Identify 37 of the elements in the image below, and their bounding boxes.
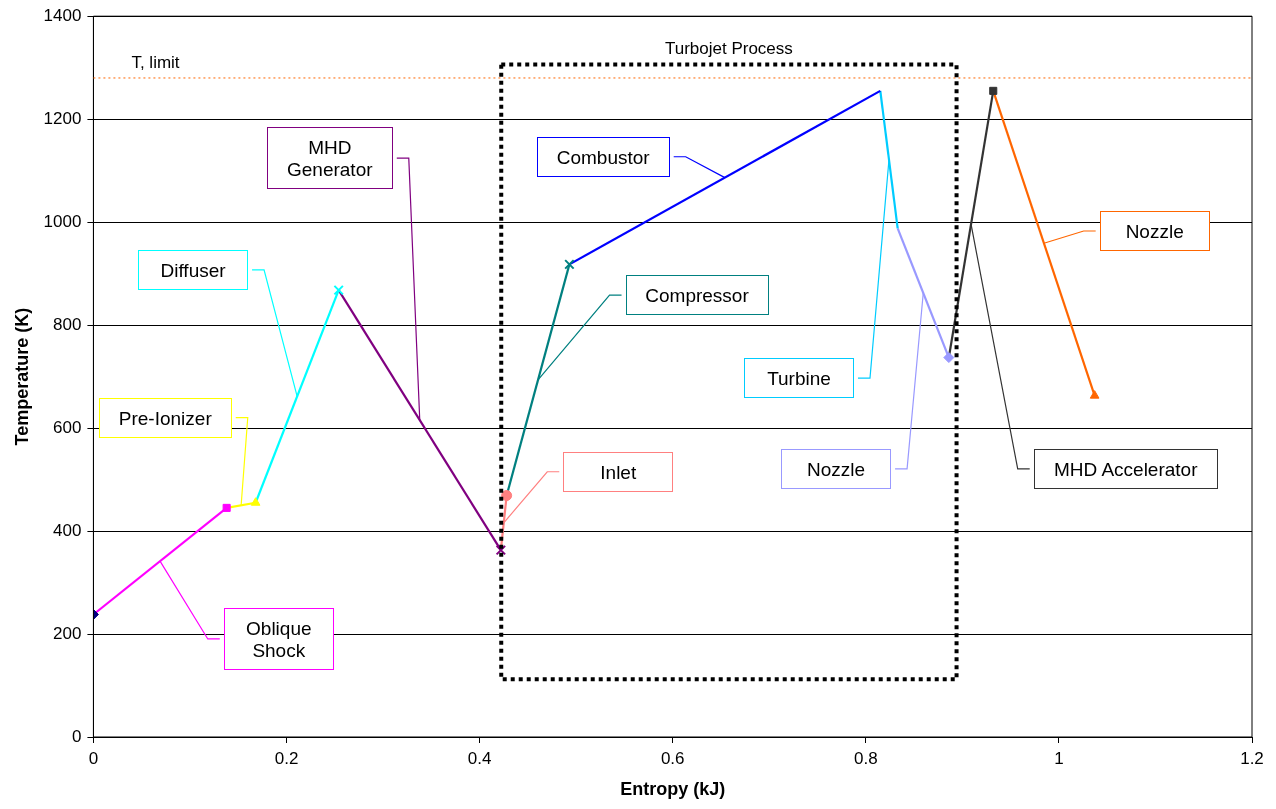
text: Compressor (625, 275, 769, 316)
ref-line-label: T, limit (131, 53, 180, 73)
point (333, 284, 344, 296)
x-tick-label: 1 (1054, 748, 1064, 768)
y-tick-label: 0 (71, 726, 82, 746)
y-tick-label: 1200 (43, 108, 82, 128)
y-tick-label: 600 (53, 417, 82, 437)
text: MHD Accelerator (1033, 448, 1218, 489)
text: Nozzle (781, 448, 892, 489)
text: Combustor (536, 136, 670, 177)
annotation: Turbojet Process (664, 39, 793, 60)
y-tick-label: 1000 (43, 211, 82, 231)
text: Turbine (743, 358, 854, 399)
text: Diffuser (138, 249, 249, 290)
y-axis-title: Temperature (K) (11, 307, 32, 446)
point (564, 259, 575, 270)
point (501, 490, 513, 502)
point (989, 86, 998, 95)
x-axis-title: Entropy (kJ) (620, 779, 726, 800)
text: MHD Generator (266, 127, 393, 190)
x-tick-label: 1.2 (1240, 748, 1264, 768)
point (943, 352, 955, 364)
y-tick-label: 800 (53, 314, 82, 334)
x-tick-label: 0.4 (467, 748, 492, 768)
text: Oblique Shock (223, 607, 334, 670)
text: Inlet (563, 451, 674, 492)
text: Pre-Ionizer (98, 397, 232, 438)
point (222, 503, 231, 512)
x-tick-label: 0 (88, 748, 99, 768)
x-tick-label: 0.2 (274, 748, 299, 768)
y-tick-label: 200 (53, 623, 82, 643)
point (495, 544, 507, 556)
legend-label: Nozzle (1099, 210, 1210, 251)
x-tick-label: 0.8 (853, 748, 878, 768)
y-tick-label: 1400 (43, 5, 82, 25)
y-tick-label: 400 (53, 520, 82, 540)
x-tick-label: 0.6 (660, 748, 685, 768)
